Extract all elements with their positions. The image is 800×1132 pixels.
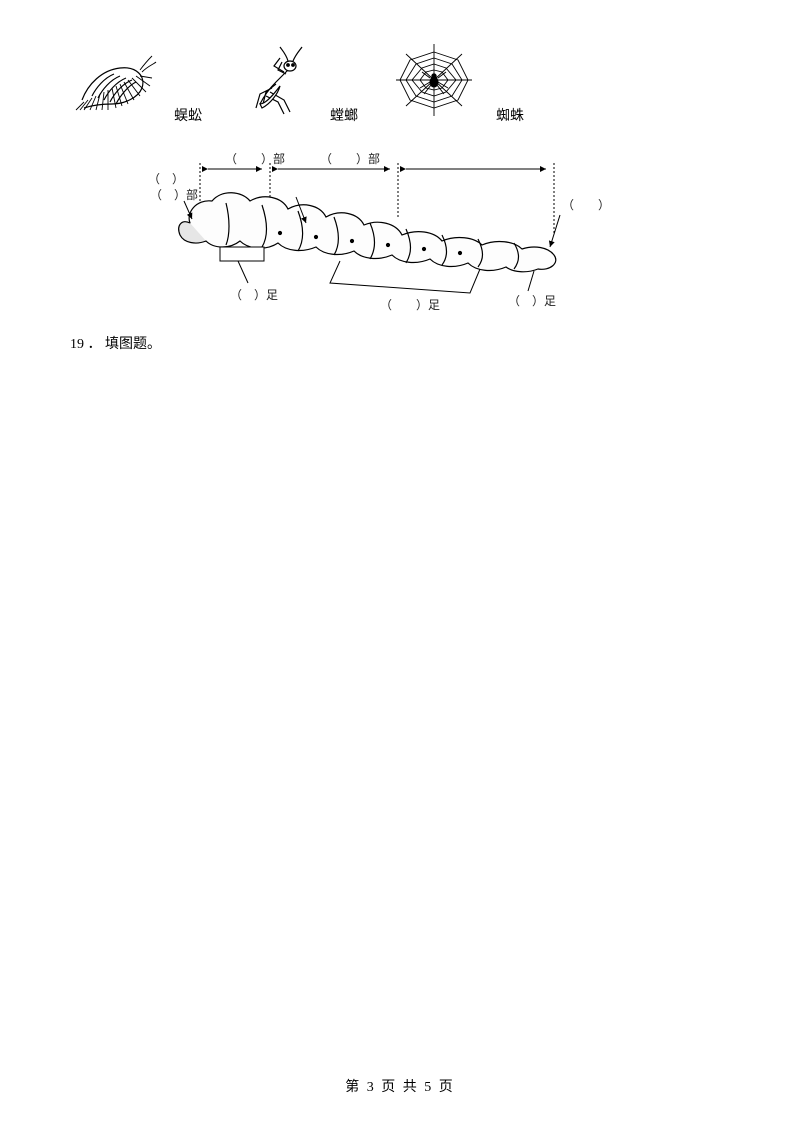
figure-row: 蜈蚣	[70, 40, 730, 125]
centipede-figure	[70, 48, 160, 125]
mantis-icon	[230, 44, 316, 120]
question-19: 19 ． 填图题。	[70, 333, 730, 353]
label-right-paren: （ ）	[562, 198, 610, 212]
spider-figure	[386, 40, 482, 125]
question-sep: ．	[88, 337, 102, 352]
label-left-paren: （ ）	[148, 172, 184, 186]
label-head-bu: （ ）部	[150, 187, 198, 202]
footer-text: 第 3 页 共 5 页	[345, 1080, 455, 1095]
mantis-figure	[230, 44, 316, 125]
mantis-caption: 螳螂	[330, 105, 358, 125]
page-footer: 第 3 页 共 5 页	[0, 1076, 800, 1096]
page: 蜈蚣	[0, 0, 800, 1132]
spider-caption: 蜘蛛	[496, 105, 524, 125]
silkworm-diagram: （ ）部 （ ）部 （ ）部 （ ）	[130, 143, 730, 323]
spider-icon	[386, 40, 482, 120]
label-foot1: （ ）足	[230, 288, 278, 302]
question-number: 19	[70, 337, 84, 352]
question-text: 填图题。	[105, 337, 161, 352]
centipede-caption: 蜈蚣	[174, 105, 202, 125]
centipede-icon	[70, 48, 160, 120]
label-foot3: （ ）足	[508, 294, 556, 308]
label-thorax-bu: （ ）部	[225, 151, 285, 166]
label-abdomen-bu-1: （ ）部	[320, 151, 380, 166]
silkworm-svg: （ ）部 （ ）部 （ ）部 （ ）	[130, 143, 610, 318]
label-foot2: （ ）足	[380, 298, 440, 312]
